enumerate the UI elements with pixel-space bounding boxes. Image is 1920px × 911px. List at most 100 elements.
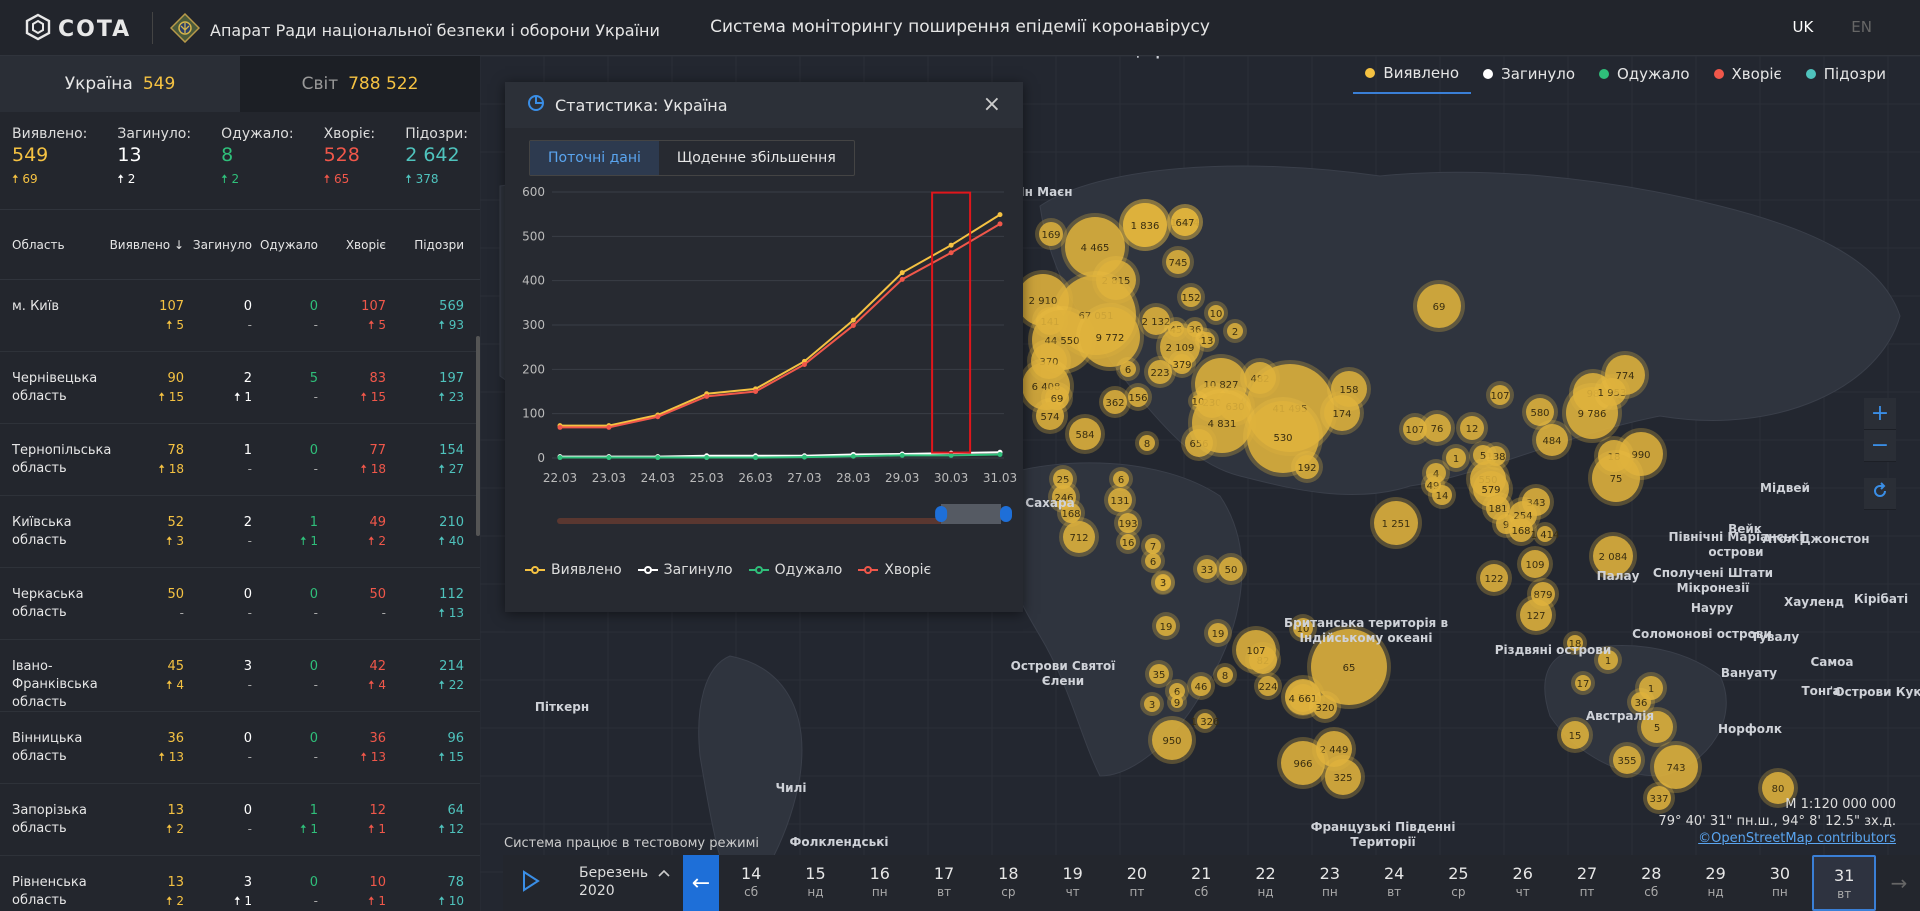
col-sick[interactable]: Хворіє bbox=[345, 237, 386, 252]
case-bubble[interactable]: 3 bbox=[1140, 692, 1164, 716]
timeline-back-button[interactable]: ← bbox=[683, 855, 719, 911]
case-bubble[interactable]: 109 bbox=[1517, 546, 1553, 582]
day-28[interactable]: 28 сб bbox=[1619, 855, 1683, 911]
case-bubble[interactable]: 158 bbox=[1327, 367, 1371, 411]
case-bubble[interactable]: 2 bbox=[1223, 319, 1247, 343]
case-bubble[interactable]: 107 bbox=[1486, 381, 1514, 409]
day-18[interactable]: 18 ср bbox=[976, 855, 1040, 911]
day-17[interactable]: 17 вт bbox=[912, 855, 976, 911]
day-20[interactable]: 20 пт bbox=[1105, 855, 1169, 911]
case-bubble[interactable]: 2 109 bbox=[1156, 323, 1204, 371]
case-bubble[interactable]: 168 bbox=[1505, 514, 1537, 546]
case-bubble[interactable]: 192 bbox=[1291, 451, 1323, 483]
chart-legend-item[interactable]: Загинуло bbox=[637, 562, 733, 578]
case-bubble[interactable]: 6 bbox=[1116, 357, 1140, 381]
day-30[interactable]: 30 пн bbox=[1748, 855, 1812, 911]
case-bubble[interactable]: 966 bbox=[1277, 737, 1329, 789]
case-bubble[interactable]: 131 bbox=[1104, 484, 1136, 516]
legend-item[interactable]: Виявлено bbox=[1353, 58, 1472, 94]
range-handle[interactable] bbox=[935, 506, 948, 522]
case-bubble[interactable]: 4 661 bbox=[1285, 680, 1321, 716]
case-bubble[interactable]: 152 bbox=[1177, 283, 1205, 311]
legend-item[interactable]: Одужало bbox=[1587, 58, 1702, 94]
play-button[interactable] bbox=[503, 855, 559, 911]
day-19[interactable]: 19 чт bbox=[1040, 855, 1104, 911]
case-bubble[interactable]: 12 bbox=[1456, 412, 1488, 444]
range-window[interactable] bbox=[941, 504, 1001, 524]
case-bubble[interactable]: 355 bbox=[1609, 742, 1645, 778]
case-bubble[interactable]: 743 bbox=[1650, 741, 1702, 793]
brand-logo[interactable]: COTA bbox=[24, 13, 131, 45]
zoom-in-button[interactable]: + bbox=[1864, 398, 1896, 430]
case-bubble[interactable]: 6 bbox=[1165, 679, 1189, 703]
case-bubble[interactable]: 9 772 bbox=[1076, 303, 1144, 371]
tab-current-data[interactable]: Поточні дані bbox=[530, 141, 659, 175]
case-bubble[interactable]: 320 bbox=[1309, 691, 1341, 723]
case-bubble[interactable]: 14 bbox=[1428, 481, 1456, 509]
table-row[interactable]: Запорізька область 13 🠅 2 0-1 🠅 1 12 🠅 1 64 🠅 12 bbox=[0, 784, 480, 856]
month-selector[interactable]: Березень 2020 bbox=[559, 855, 683, 911]
case-bubble[interactable]: 169 bbox=[1035, 218, 1067, 250]
case-bubble[interactable]: 1 836 bbox=[1119, 199, 1171, 251]
case-bubble[interactable]: 19 bbox=[1152, 612, 1180, 640]
day-23[interactable]: 23 пн bbox=[1298, 855, 1362, 911]
timeline-forward-button[interactable]: → bbox=[1878, 855, 1920, 911]
case-bubble[interactable]: 745 bbox=[1162, 246, 1194, 278]
day-25[interactable]: 25 ср bbox=[1426, 855, 1490, 911]
day-22[interactable]: 22 нд bbox=[1233, 855, 1297, 911]
table-row[interactable]: м. Київ 107 🠅 5 0-0-107 🠅 5 569 🠅 93 bbox=[0, 280, 480, 352]
col-suspected[interactable]: Підозри bbox=[414, 237, 464, 252]
table-row[interactable]: Чернівецька область 90 🠅 15 2 🠅 1 5-83 🠅 15 197… bbox=[0, 352, 480, 424]
col-died[interactable]: Загинуло bbox=[192, 237, 252, 252]
case-bubble[interactable]: 362 bbox=[1099, 386, 1131, 418]
case-bubble[interactable]: 193 bbox=[1114, 509, 1142, 537]
case-bubble[interactable]: 76 bbox=[1419, 410, 1455, 446]
case-bubble[interactable]: 75 bbox=[1588, 450, 1644, 506]
case-bubble[interactable]: 25 bbox=[1049, 465, 1077, 493]
case-bubble[interactable]: 33 bbox=[1193, 555, 1221, 583]
day-16[interactable]: 16 пн bbox=[848, 855, 912, 911]
range-handle[interactable] bbox=[1000, 506, 1012, 522]
day-21[interactable]: 21 сб bbox=[1169, 855, 1233, 911]
case-bubble[interactable]: 69 bbox=[1413, 280, 1465, 332]
reset-view-button[interactable] bbox=[1864, 478, 1896, 510]
tab-world[interactable]: Світ 788 522 bbox=[240, 56, 480, 112]
chart-legend-item[interactable]: Одужало bbox=[748, 562, 842, 578]
case-bubble[interactable]: 712 bbox=[1059, 517, 1099, 557]
table-row[interactable]: Вінницька область 36 🠅 13 0-0-36 🠅 13 96 🠅 15 bbox=[0, 712, 480, 784]
case-bubble[interactable]: 3 bbox=[1151, 570, 1175, 594]
case-bubble[interactable]: 10 bbox=[1289, 614, 1317, 642]
day-24[interactable]: 24 вт bbox=[1362, 855, 1426, 911]
case-bubble[interactable]: 17 bbox=[1571, 671, 1595, 695]
case-bubble[interactable]: 46 bbox=[1187, 672, 1215, 700]
case-bubble[interactable]: 1 326 bbox=[1191, 709, 1220, 733]
tab-daily-increase[interactable]: Щоденне збільшення bbox=[676, 150, 836, 166]
case-bubble[interactable]: 107 bbox=[1399, 413, 1431, 445]
case-bubble[interactable]: 580 bbox=[1522, 394, 1558, 430]
day-15[interactable]: 15 нд bbox=[783, 855, 847, 911]
case-bubble[interactable]: 2 132 bbox=[1138, 303, 1174, 339]
case-bubble[interactable]: 950 bbox=[1148, 716, 1196, 764]
day-26[interactable]: 26 чт bbox=[1491, 855, 1555, 911]
col-recovered[interactable]: Одужало bbox=[259, 237, 318, 252]
day-29[interactable]: 29 нд bbox=[1683, 855, 1747, 911]
case-bubble[interactable]: 1 bbox=[1442, 444, 1470, 472]
day-27[interactable]: 27 пт bbox=[1555, 855, 1619, 911]
case-bubble[interactable]: 6 bbox=[1109, 467, 1133, 491]
col-region[interactable]: Область bbox=[12, 237, 65, 252]
day-31[interactable]: 31 вт bbox=[1812, 855, 1877, 911]
case-bubble[interactable]: 484 bbox=[1532, 420, 1572, 460]
case-bubble[interactable]: 379 bbox=[1168, 350, 1196, 378]
case-bubble[interactable]: 13 bbox=[1195, 328, 1219, 352]
case-bubble[interactable]: 224 bbox=[1254, 672, 1282, 700]
case-bubble[interactable]: 7 bbox=[1141, 534, 1165, 558]
case-bubble[interactable]: 1 251 bbox=[1370, 497, 1422, 549]
table-row[interactable]: Рівненська область 13 🠅 2 3 🠅 1 0-10 🠅 1 78 🠅 10 bbox=[0, 856, 480, 911]
case-bubble[interactable]: 50 bbox=[1215, 553, 1247, 585]
table-scrollbar[interactable] bbox=[476, 336, 480, 536]
zoom-out-button[interactable]: − bbox=[1864, 430, 1896, 462]
case-bubble[interactable]: 647 bbox=[1167, 204, 1203, 240]
case-bubble[interactable]: 8 bbox=[1213, 663, 1237, 687]
lang-en[interactable]: EN bbox=[1851, 18, 1872, 36]
